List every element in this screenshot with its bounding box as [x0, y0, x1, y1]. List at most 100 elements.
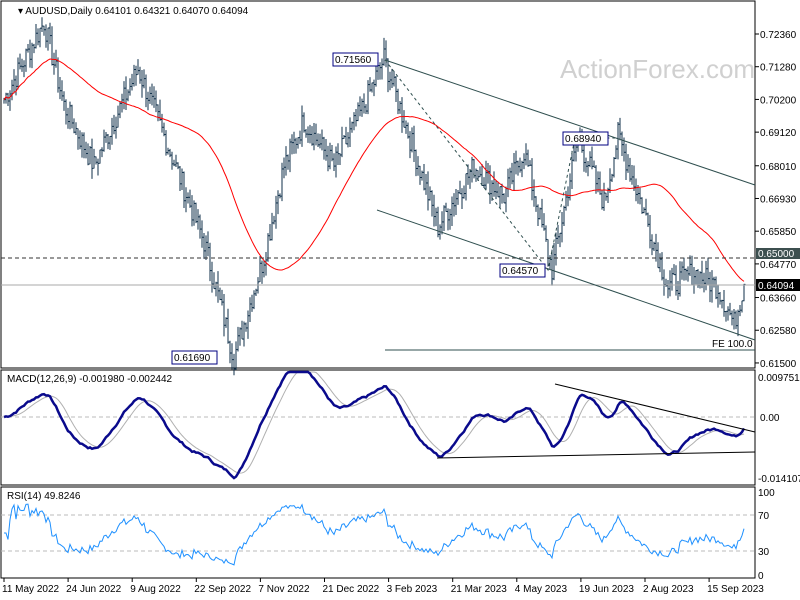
price-bar — [83, 132, 86, 159]
price-bar — [405, 120, 408, 134]
price-bar — [191, 195, 194, 227]
price-bar — [121, 93, 124, 113]
price-bar — [525, 143, 528, 166]
price-bar — [147, 91, 150, 111]
price-bar — [529, 160, 532, 166]
price-bar — [43, 25, 46, 36]
price-bar — [357, 102, 360, 122]
price-bar — [155, 90, 158, 113]
price-bar — [469, 169, 472, 189]
price-bar — [355, 109, 358, 127]
price-bar — [113, 114, 116, 135]
price-bar — [387, 58, 390, 93]
price-bar — [199, 214, 202, 239]
price-bar — [677, 280, 680, 301]
price-bar — [95, 156, 98, 165]
price-bar — [621, 131, 624, 157]
price-bar — [667, 279, 670, 299]
price-bar — [227, 308, 230, 344]
svg-text:0.61690: 0.61690 — [174, 353, 211, 364]
price-bar — [523, 153, 526, 170]
price-bar — [61, 80, 64, 101]
price-bar — [727, 306, 730, 321]
price-bar — [359, 96, 362, 117]
price-bar — [705, 260, 708, 291]
price-bar — [97, 158, 100, 176]
price-bar — [129, 78, 132, 96]
price-bar — [721, 299, 724, 309]
price-bar — [9, 90, 12, 111]
level-tag: 0.65000 — [756, 248, 800, 260]
price-bar — [507, 168, 510, 198]
price-bar — [459, 180, 462, 195]
price-bar — [637, 185, 640, 204]
price-bar — [409, 131, 412, 159]
price-bar — [229, 340, 232, 364]
price-bar — [595, 165, 598, 194]
price-bar — [267, 233, 270, 262]
macd-main-line — [3, 370, 746, 480]
price-bar — [451, 196, 454, 226]
price-bar — [403, 110, 406, 128]
price-bar — [453, 193, 456, 217]
price-bar — [373, 79, 376, 97]
price-bar — [585, 157, 588, 173]
price-bar — [511, 162, 514, 185]
price-bar — [123, 81, 126, 110]
price-bar — [689, 255, 692, 276]
price-bar — [17, 57, 20, 90]
price-bar — [541, 198, 544, 228]
price-bar — [221, 289, 224, 306]
price-bar — [719, 292, 722, 305]
rsi-panel-frame — [0, 486, 756, 579]
price-bar — [399, 101, 402, 114]
price-bar — [609, 168, 612, 193]
price-bar — [663, 269, 666, 296]
price-bar — [685, 268, 688, 281]
price-bar — [245, 322, 248, 332]
price-bar — [393, 70, 396, 87]
price-bar — [145, 74, 148, 108]
price-bar — [731, 310, 734, 326]
price-bar — [627, 154, 630, 173]
price-bar — [285, 146, 288, 176]
price-bar — [647, 212, 650, 227]
price-bar — [183, 171, 186, 209]
price-bar — [67, 107, 70, 129]
price-bar — [711, 270, 714, 303]
price-bar — [515, 150, 518, 175]
price-bar — [297, 137, 300, 149]
price-bar — [629, 157, 632, 182]
date-tick-label: 9 Aug 2022 — [130, 584, 181, 595]
price-bar — [591, 146, 594, 170]
price-bar — [189, 189, 192, 208]
price-bar — [383, 37, 386, 66]
price-bar — [125, 76, 128, 110]
macd-trendline-upper — [554, 383, 756, 433]
price-bar — [363, 93, 366, 114]
price-bar — [37, 28, 40, 46]
price-bar — [517, 160, 520, 176]
price-bar — [347, 132, 350, 148]
price-bar — [41, 17, 44, 33]
label-low0: 0.61690 — [171, 350, 218, 365]
price-bar — [273, 215, 276, 225]
price-bar — [103, 129, 106, 152]
price-bar — [27, 44, 30, 53]
price-bar — [365, 104, 368, 115]
price-bar — [593, 160, 596, 168]
price-bar — [649, 215, 652, 249]
price-bar — [149, 86, 152, 104]
price-bar — [217, 271, 220, 303]
price-bar — [303, 112, 306, 133]
price-bar — [93, 148, 96, 169]
price-tick-label: 0.72360 — [760, 30, 797, 41]
price-bar — [669, 270, 672, 297]
price-tick-label: 0.63660 — [760, 294, 797, 305]
price-bar — [25, 48, 28, 72]
price-bar — [389, 71, 392, 91]
price-bar — [653, 241, 656, 252]
price-bar — [179, 165, 182, 191]
price-bar — [63, 91, 66, 111]
